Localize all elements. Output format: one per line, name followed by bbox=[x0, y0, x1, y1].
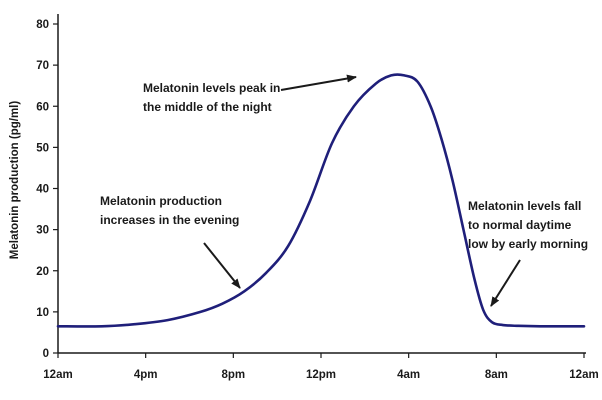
annotation-peak-line-2: the middle of the night bbox=[143, 100, 272, 114]
svg-text:Melatonin production inc: Melatonin production increases in the ev… bbox=[100, 194, 239, 227]
y-tick-label: 80 bbox=[36, 19, 49, 31]
annotation-morning-line-1: Melatonin levels fall bbox=[468, 199, 581, 213]
annotation-morning-line-3: low by early morning bbox=[468, 237, 588, 251]
annotation-peak-arrow bbox=[280, 74, 357, 91]
annotation-peak: Melatonin levels peak in the middle of t… bbox=[143, 74, 357, 114]
annotation-evening: Melatonin production increases in the ev… bbox=[100, 194, 241, 289]
x-tick-label: 8pm bbox=[222, 369, 246, 381]
annotation-evening-arrow bbox=[203, 242, 241, 289]
y-tick-label: 30 bbox=[36, 225, 49, 237]
x-tick-label: 12am bbox=[569, 369, 598, 381]
svg-text:Melatonin levels peak in: Melatonin levels peak in the middle of t… bbox=[143, 81, 284, 114]
annotation-morning-line-2: to normal daytime bbox=[468, 218, 572, 232]
annotation-evening-line-1: Melatonin production bbox=[100, 194, 222, 208]
annotation-morning: Melatonin levels fall to normal daytime … bbox=[468, 199, 588, 307]
y-tick-label: 70 bbox=[36, 60, 49, 72]
y-tick-label: 10 bbox=[36, 307, 49, 319]
y-axis-ticks: 0 10 20 30 40 50 60 70 80 bbox=[36, 19, 58, 360]
annotation-morning-arrow bbox=[490, 259, 521, 307]
x-tick-label: 4pm bbox=[134, 369, 158, 381]
melatonin-series-line bbox=[56, 73, 586, 328]
x-axis-ticks: 12am 4pm 8pm 12pm 4am 8am 12am bbox=[43, 353, 599, 381]
y-tick-label: 20 bbox=[36, 266, 49, 278]
y-tick-label: 60 bbox=[36, 101, 49, 113]
y-axis-title: Melatonin production (pg/ml) bbox=[9, 101, 21, 260]
y-tick-label: 0 bbox=[43, 348, 49, 360]
y-tick-label: 40 bbox=[36, 184, 49, 196]
x-tick-label: 12am bbox=[43, 369, 72, 381]
y-tick-label: 50 bbox=[36, 142, 49, 154]
annotation-evening-line-2: increases in the evening bbox=[100, 213, 239, 227]
x-tick-label: 8am bbox=[485, 369, 508, 381]
x-tick-label: 4am bbox=[397, 369, 420, 381]
x-tick-label: 12pm bbox=[306, 369, 336, 381]
annotation-peak-line-1: Melatonin levels peak in bbox=[143, 81, 280, 95]
svg-text:Melatonin levels fall to: Melatonin levels fall to normal daytime … bbox=[468, 199, 588, 251]
